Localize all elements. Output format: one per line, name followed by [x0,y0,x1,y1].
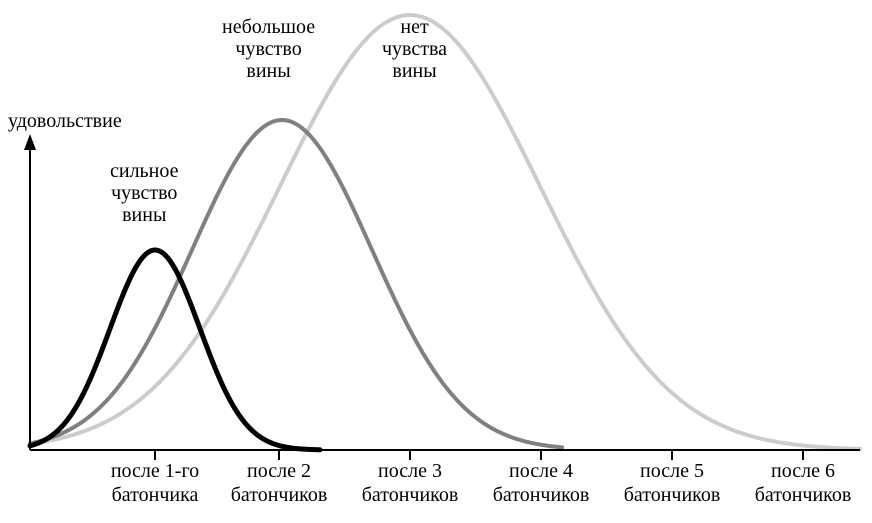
x-tick-label-5-line1: после 5 [640,460,704,483]
y-axis-label: удовольствие [8,110,122,132]
curve-strong_guilt [30,250,320,450]
x-tick-label-6-line2: батончиков [755,484,852,507]
y-axis-arrowhead [24,134,36,150]
x-tick-label-4-line1: после 4 [509,460,573,483]
series-label-no-guilt: нет чувства вины [382,16,447,82]
series-label-strong-guilt: сильное чувство вины [110,160,179,226]
x-tick-label-1-line2: батончика [112,484,199,507]
series-label-slight-guilt: небольшое чувство вины [222,16,315,82]
x-tick-label-3-line1: после 3 [378,460,442,483]
x-tick-label-3-line2: батончиков [362,484,459,507]
x-tick-label-6-line1: после 6 [771,460,835,483]
x-tick-label-2-line2: батончиков [231,484,328,507]
x-tick-label-4-line2: батончиков [493,484,590,507]
x-tick-label-2-line1: после 2 [247,460,311,483]
x-tick-label-5-line2: батончиков [624,484,721,507]
x-tick-label-1-line1: после 1-го [111,460,199,483]
